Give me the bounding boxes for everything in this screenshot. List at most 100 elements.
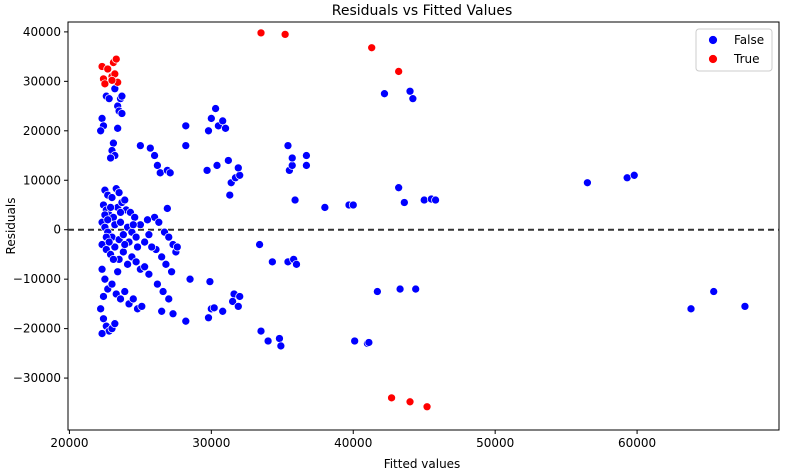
- point-false: [118, 230, 128, 240]
- point-true: [107, 76, 117, 85]
- point-false: [204, 313, 213, 323]
- point-false: [164, 232, 174, 242]
- point-false: [290, 195, 300, 205]
- point-false: [162, 204, 172, 213]
- x-tick-label: 40000: [334, 436, 372, 450]
- y-tick-label: −10000: [13, 272, 61, 286]
- point-false: [408, 94, 418, 104]
- point-false: [109, 138, 118, 148]
- point-false: [97, 114, 107, 123]
- plot-area: [67, 21, 780, 431]
- point-false: [431, 195, 440, 205]
- point-false: [116, 217, 125, 227]
- point-false: [364, 338, 374, 347]
- point-false: [131, 257, 141, 267]
- legend-marker-false: [708, 35, 718, 45]
- point-false: [136, 141, 145, 150]
- point-false: [283, 141, 293, 150]
- x-tick-label: 20000: [50, 436, 88, 450]
- point-false: [221, 123, 230, 133]
- point-false: [380, 89, 389, 99]
- point-false: [202, 166, 212, 175]
- point-false: [158, 287, 168, 296]
- point-false: [96, 126, 105, 136]
- point-false: [395, 284, 405, 294]
- point-false: [348, 200, 358, 210]
- point-false: [235, 292, 245, 301]
- point-false: [275, 334, 284, 343]
- point-false: [181, 121, 191, 131]
- point-false: [144, 230, 154, 240]
- point-false: [109, 255, 118, 264]
- point-false: [116, 294, 125, 304]
- point-false: [302, 161, 311, 170]
- legend-marker-true: [708, 54, 718, 64]
- point-false: [399, 198, 409, 207]
- x-axis: 20000 30000 40000 50000 60000: [50, 430, 656, 450]
- point-false: [209, 303, 219, 313]
- point-false: [100, 274, 110, 284]
- y-tick-label: −20000: [13, 322, 61, 336]
- point-false: [405, 86, 415, 96]
- point-false: [144, 269, 154, 279]
- point-false: [118, 247, 128, 257]
- y-tick-label: 10000: [23, 173, 61, 187]
- point-false: [233, 163, 243, 173]
- point-false: [123, 259, 132, 269]
- plot-frame: [67, 21, 780, 431]
- point-false: [225, 190, 235, 200]
- y-axis: −30000 −20000 −10000 0 10000 20000 30000 40000: [13, 25, 68, 385]
- point-false: [153, 279, 162, 289]
- point-false: [120, 195, 130, 205]
- point-false: [205, 277, 215, 286]
- point-false: [287, 161, 297, 170]
- point-false: [419, 195, 429, 205]
- point-false: [181, 316, 191, 326]
- point-false: [709, 287, 719, 296]
- legend: False True: [695, 28, 773, 72]
- point-false: [137, 302, 147, 311]
- point-false: [287, 153, 297, 163]
- point-false: [235, 170, 245, 180]
- point-false: [268, 257, 277, 267]
- point-false: [204, 126, 213, 136]
- point-false: [206, 114, 216, 123]
- point-false: [97, 264, 107, 274]
- point-false: [411, 284, 421, 294]
- point-false: [276, 341, 286, 351]
- point-false: [629, 170, 639, 180]
- point-false: [103, 215, 113, 225]
- point-false: [583, 178, 592, 188]
- point-false: [120, 240, 130, 249]
- point-false: [97, 329, 107, 338]
- point-false: [181, 141, 191, 150]
- point-true: [111, 54, 121, 64]
- point-false: [104, 237, 114, 247]
- point-false: [117, 91, 127, 101]
- point-false: [218, 116, 228, 126]
- y-tick-label: 0: [53, 223, 61, 237]
- point-false: [128, 294, 138, 304]
- point-false: [157, 252, 167, 262]
- point-false: [110, 242, 120, 252]
- point-false: [117, 109, 127, 118]
- point-false: [143, 215, 152, 225]
- y-tick-label: 30000: [23, 74, 61, 88]
- points-layer: [96, 28, 750, 412]
- point-false: [164, 294, 174, 304]
- point-true: [103, 64, 113, 74]
- point-false: [96, 304, 105, 314]
- chart-title: Residuals vs Fitted Values: [332, 3, 513, 19]
- point-false: [99, 292, 108, 301]
- point-true: [422, 402, 432, 412]
- x-tick-label: 50000: [476, 436, 514, 450]
- point-false: [256, 326, 266, 336]
- point-true: [387, 393, 396, 403]
- point-false: [130, 212, 140, 222]
- point-false: [140, 262, 149, 272]
- point-false: [116, 208, 125, 217]
- point-false: [133, 242, 142, 252]
- point-false: [212, 161, 222, 170]
- x-tick-label: 30000: [192, 436, 230, 450]
